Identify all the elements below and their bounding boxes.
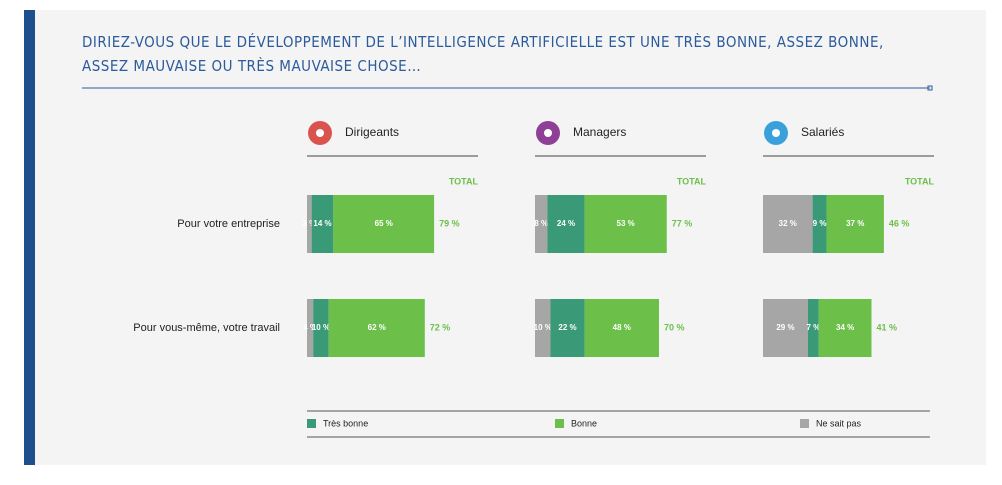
segment-label: 3 % xyxy=(302,219,316,228)
legend-label: Très bonne xyxy=(323,418,368,428)
legend-swatch xyxy=(307,419,316,428)
bar-segment xyxy=(535,299,551,357)
row-label: Pour votre entreprise xyxy=(177,218,280,230)
segment-label: 32 % xyxy=(779,219,797,228)
segment-label: 4 % xyxy=(303,323,317,332)
chart-title: DIRIEZ-VOUS QUE LE DÉVELOPPEMENT DE L’IN… xyxy=(82,32,884,75)
total-title: TOTAL xyxy=(449,176,479,186)
total-title: TOTAL xyxy=(677,176,707,186)
segment-label: 48 % xyxy=(613,323,631,332)
rule-end xyxy=(927,85,933,91)
panel-title: Dirigeants xyxy=(345,125,399,139)
bar-segment xyxy=(763,299,808,357)
bar-segment xyxy=(812,195,827,253)
panel-title: Salariés xyxy=(801,125,844,139)
bar-segment xyxy=(535,195,548,253)
bar-segment xyxy=(307,195,312,253)
row-label: Pour vous-même, votre travail xyxy=(133,322,280,334)
segment-label: 22 % xyxy=(558,323,576,332)
segment-label: 53 % xyxy=(617,219,635,228)
total-title: TOTAL xyxy=(905,176,935,186)
bar-segment xyxy=(333,195,435,253)
panel-title: Managers xyxy=(573,125,626,139)
bar-segment xyxy=(807,299,819,357)
segment-label: 7 % xyxy=(806,323,820,332)
total-label: 72 % xyxy=(430,322,451,332)
bar-segment xyxy=(307,299,314,357)
legend-swatch xyxy=(800,419,809,428)
total-label: 79 % xyxy=(439,218,460,228)
bar-segment xyxy=(328,299,425,357)
bar-segment xyxy=(311,195,334,253)
bar-segment xyxy=(584,195,667,253)
legend-label: Bonne xyxy=(571,418,597,428)
segment-label: 10 % xyxy=(534,323,552,332)
segment-label: 14 % xyxy=(313,219,331,228)
total-label: 77 % xyxy=(672,218,693,228)
bar-segment xyxy=(826,195,884,253)
segment-label: 10 % xyxy=(312,323,330,332)
segment-label: 62 % xyxy=(368,323,386,332)
bar-segment xyxy=(547,195,585,253)
bar-segment xyxy=(763,195,813,253)
legend-label: Ne sait pas xyxy=(816,418,862,428)
total-label: 70 % xyxy=(664,322,685,332)
bar-segment xyxy=(584,299,659,357)
bar-segment xyxy=(313,299,329,357)
segment-label: 37 % xyxy=(846,219,864,228)
panel-icon-glyph xyxy=(772,129,780,137)
legend-swatch xyxy=(555,419,564,428)
panel-icon-glyph xyxy=(544,129,552,137)
segment-label: 8 % xyxy=(534,219,548,228)
segment-label: 65 % xyxy=(375,219,393,228)
total-label: 41 % xyxy=(877,322,898,332)
total-label: 46 % xyxy=(889,218,910,228)
bar-segment xyxy=(818,299,872,357)
segment-label: 29 % xyxy=(776,323,794,332)
segment-label: 24 % xyxy=(557,219,575,228)
segment-label: 9 % xyxy=(813,219,827,228)
accent-bar xyxy=(24,10,35,465)
segment-label: 34 % xyxy=(836,323,854,332)
bar-segment xyxy=(550,299,585,357)
panel-icon-glyph xyxy=(316,129,324,137)
